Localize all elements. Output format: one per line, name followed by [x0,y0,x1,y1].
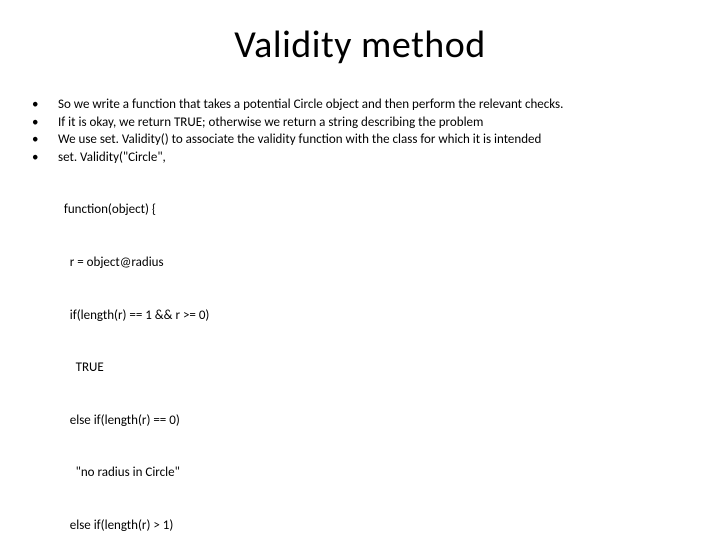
code-line: if(length(r) == 1 && r >= 0) [58,307,700,325]
slide-body: • So we write a function that takes a po… [28,96,700,540]
bullet-text: If it is okay, we return TRUE; otherwise… [58,114,700,132]
bullet-row: • If it is okay, we return TRUE; otherwi… [28,114,700,132]
bullet-row: • set. Validity("Circle", [28,149,700,167]
bullet-mark-icon: • [28,114,58,132]
slide-title: Validity method [0,22,720,68]
bullet-mark-icon: • [28,96,58,114]
code-line: TRUE [58,359,700,377]
bullet-row: • We use set. Validity() to associate th… [28,131,700,149]
bullet-text: So we write a function that takes a pote… [58,96,700,114]
bullet-text: set. Validity("Circle", [58,149,700,167]
bullet-text: We use set. Validity() to associate the … [58,131,700,149]
code-block: function(object) { r = object@radius if(… [58,166,700,540]
code-line: "no radius in Circle" [58,464,700,482]
code-line: r = object@radius [58,254,700,272]
bullet-row: • So we write a function that takes a po… [28,96,700,114]
bullet-mark-icon: • [28,149,58,167]
slide: Validity method • So we write a function… [0,22,720,540]
code-line: function(object) { [58,201,700,219]
bullet-mark-icon: • [28,131,58,149]
code-line: else if(length(r) > 1) [58,517,700,535]
code-line: else if(length(r) == 0) [58,412,700,430]
